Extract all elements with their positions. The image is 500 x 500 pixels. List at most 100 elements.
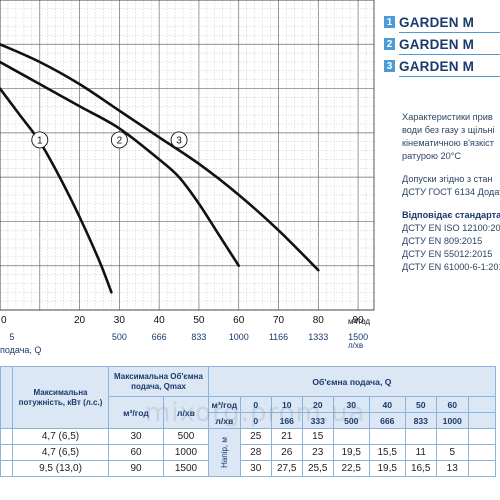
head-cell bbox=[368, 428, 406, 445]
q-m3-cell: 30 bbox=[332, 396, 370, 413]
legend-number: 3 bbox=[384, 60, 395, 72]
x-tick-label: 50 bbox=[193, 315, 205, 326]
x-tick-label: 70 bbox=[273, 315, 285, 326]
x2-tick-label: 666 bbox=[152, 332, 167, 342]
flow-header: Об'ємна подача, Q bbox=[208, 366, 496, 397]
head-cell: 21 bbox=[270, 428, 303, 445]
head-label: Напір, м bbox=[219, 437, 229, 468]
legend-model-name: GARDEN M bbox=[399, 36, 475, 52]
legend-item-1: 1 GARDEN M bbox=[384, 14, 500, 33]
q-lmin-cell: 833 bbox=[404, 412, 437, 429]
legend-number: 1 bbox=[384, 16, 395, 28]
curve-label-circle-3 bbox=[170, 131, 188, 149]
desc-line: ратурою 20°С bbox=[402, 151, 462, 161]
head-cell bbox=[467, 460, 496, 477]
x2-unit-label: л/хв bbox=[348, 341, 363, 350]
curve-label-2: 2 bbox=[117, 135, 123, 146]
head-label-cell: Напір, м bbox=[208, 428, 241, 477]
q-lmin-cell: 666 bbox=[368, 412, 406, 429]
legend-underline bbox=[399, 32, 500, 33]
model-cell bbox=[0, 460, 13, 477]
q-lmin-cell bbox=[467, 412, 496, 429]
x-axis-label: подача, Q bbox=[0, 345, 41, 355]
q-m3-cell: 50 bbox=[404, 396, 437, 413]
curve-series-1 bbox=[0, 87, 113, 294]
head-cell: 23 bbox=[301, 444, 334, 461]
curve-series-2 bbox=[0, 60, 241, 268]
head-cell: 28 bbox=[239, 444, 272, 461]
x-tick-label: 20 bbox=[74, 315, 86, 326]
x-tick-label: 0 bbox=[1, 315, 7, 326]
q-m3-cell bbox=[467, 396, 496, 413]
q-m3-cell: 60 bbox=[435, 396, 469, 413]
head-cell: 15 bbox=[301, 428, 334, 445]
curve-label-1: 1 bbox=[37, 135, 43, 146]
qmax-lmin-cell: 500 bbox=[163, 428, 209, 445]
x2-tick-label: 500 bbox=[112, 332, 127, 342]
q-lmin-cell: 500 bbox=[332, 412, 370, 429]
chart-grid bbox=[0, 0, 375, 311]
legend-underline bbox=[399, 76, 500, 77]
x-tick-label: 80 bbox=[313, 315, 325, 326]
q-lmin-cell: 333 bbox=[301, 412, 334, 429]
spec-table: Максимальна потужність, кВт (л.с.) Макси… bbox=[0, 366, 496, 477]
q-lmin-cell: 1000 bbox=[435, 412, 469, 429]
desc-line: кінематичною в'язкіст bbox=[402, 138, 494, 148]
qmax-m3-cell: 30 bbox=[108, 428, 164, 445]
desc-line: води без газу з щільні bbox=[402, 125, 495, 135]
x2-tick-label: 1500 bbox=[348, 332, 368, 342]
head-cell: 19,5 bbox=[368, 460, 406, 477]
head-cell: 22,5 bbox=[332, 460, 370, 477]
standard-line: ДСТУ EN 61000-6-1:201 bbox=[402, 262, 500, 272]
model-legend: 1 GARDEN M 2 GARDEN M 3 GARDEN M bbox=[384, 14, 500, 80]
legend-model-name: GARDEN M bbox=[399, 14, 475, 30]
tolerance-line: ДСТУ ГОСТ 6134 Додат bbox=[402, 187, 500, 197]
q-m3-cell: 10 bbox=[270, 396, 303, 413]
head-cell: 11 bbox=[404, 444, 437, 461]
standard-line: ДСТУ EN 55012:2015 bbox=[402, 249, 493, 259]
x-unit-label: м³/год bbox=[348, 317, 370, 326]
x2-tick-label: 1000 bbox=[229, 332, 249, 342]
standards-title: Відповідає стандарта bbox=[402, 210, 500, 220]
maxflow-header: Максимальна Об'ємна подача, Qmax bbox=[108, 366, 209, 397]
unit-lmin-header: л/хв bbox=[163, 396, 209, 429]
head-cell bbox=[467, 444, 496, 461]
power-cell: 4,7 (6,5) bbox=[12, 428, 109, 445]
head-cell bbox=[332, 428, 370, 445]
head-cell: 27,5 bbox=[270, 460, 303, 477]
head-cell: 15,5 bbox=[368, 444, 406, 461]
qmax-lmin-cell: 1000 bbox=[163, 444, 209, 461]
x-tick-label: 30 bbox=[114, 315, 126, 326]
x2-tick-label: 5 bbox=[9, 332, 14, 342]
legend-model-name: GARDEN M bbox=[399, 58, 475, 74]
standard-line: ДСТУ EN 809:2015 bbox=[402, 236, 483, 246]
unit-m3-label: м³/год bbox=[208, 396, 241, 413]
q-lmin-cell: 166 bbox=[270, 412, 303, 429]
curve-label-circle-2 bbox=[110, 131, 128, 149]
qmax-m3-cell: 60 bbox=[108, 444, 164, 461]
curve-label-circle-1 bbox=[31, 131, 49, 149]
head-cell: 16,5 bbox=[404, 460, 437, 477]
legend-item-3: 3 GARDEN M bbox=[384, 58, 500, 77]
head-cell: 25 bbox=[239, 428, 272, 445]
head-cell: 26 bbox=[270, 444, 303, 461]
legend-number: 2 bbox=[384, 38, 395, 50]
legend-item-2: 2 GARDEN M bbox=[384, 36, 500, 55]
head-cell bbox=[435, 428, 469, 445]
standard-line: ДСТУ EN ISO 12100:201 bbox=[402, 223, 500, 233]
curve-series-3 bbox=[0, 42, 320, 272]
head-cell: 13 bbox=[435, 460, 469, 477]
q-m3-cell: 0 bbox=[239, 396, 272, 413]
model-cell bbox=[0, 428, 13, 445]
head-cell: 30 bbox=[239, 460, 272, 477]
head-cell: 25,5 bbox=[301, 460, 334, 477]
unit-lmin-label: л/хв bbox=[208, 412, 241, 429]
characteristics-description: Характеристики прив води без газу з щіль… bbox=[402, 111, 500, 274]
head-cell bbox=[467, 428, 496, 445]
x2-tick-label: 833 bbox=[191, 332, 206, 342]
x2-tick-label: 1166 bbox=[269, 332, 288, 342]
power-cell: 4,7 (6,5) bbox=[12, 444, 109, 461]
power-cell: 9,5 (13,0) bbox=[12, 460, 109, 477]
qmax-lmin-cell: 1500 bbox=[163, 460, 209, 477]
q-lmin-cell: 0 bbox=[239, 412, 272, 429]
